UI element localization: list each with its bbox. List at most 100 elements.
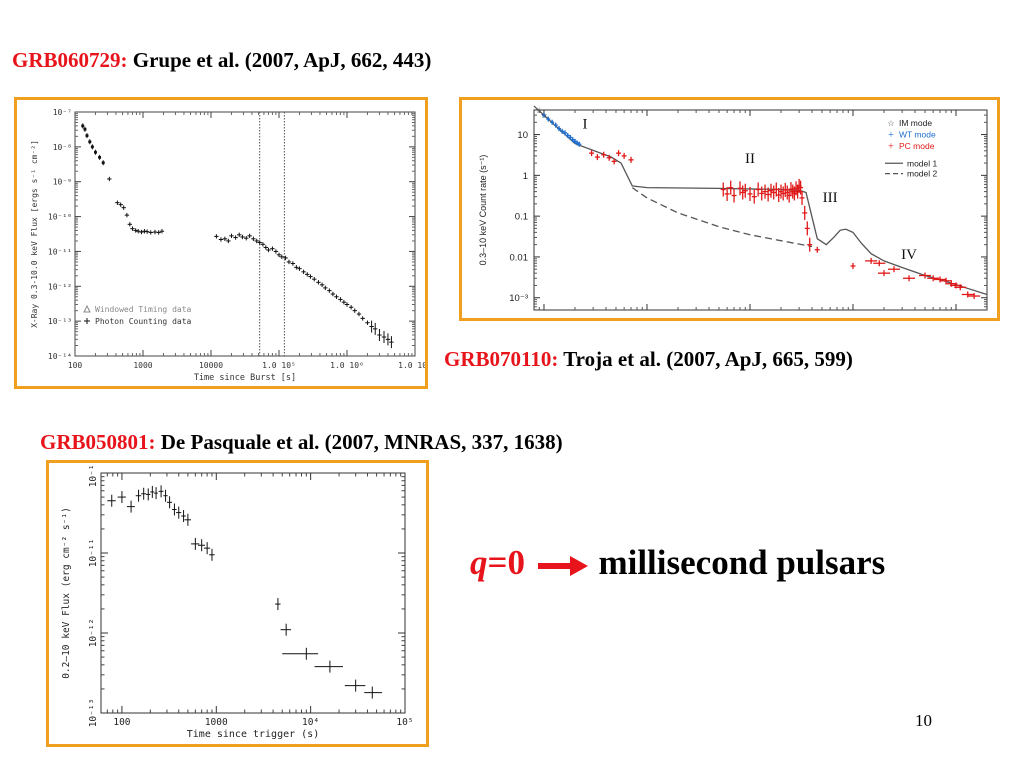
data-point (158, 485, 164, 498)
data-point-pc (799, 190, 805, 205)
legend-model-2-label: model 2 (907, 169, 938, 179)
data-point-pc (233, 235, 238, 240)
legend-model-1-label: model 1 (907, 158, 938, 168)
q-value: =0 (487, 543, 525, 582)
data-point-pc (807, 237, 813, 252)
data-point-pc (877, 270, 890, 277)
data-point-pc (334, 294, 339, 299)
data-point-pc (107, 176, 112, 182)
data-point-wt (81, 123, 85, 129)
data-point-pc (330, 291, 336, 297)
data-point (280, 623, 292, 636)
plot-border (100, 472, 406, 714)
data-point-wt (568, 134, 573, 140)
data-point (107, 494, 116, 507)
data-point-wt (550, 119, 555, 125)
data-point-pc (341, 299, 347, 305)
data-point-pc (251, 236, 256, 242)
data-point-wt (577, 141, 582, 147)
data-point-pc (294, 265, 299, 270)
data-point-pc (263, 245, 269, 250)
data-point-pc (731, 188, 737, 203)
conclusion-text: q=0 millisecond pulsars (470, 543, 885, 583)
data-marker (88, 140, 92, 144)
data-point-pc (356, 311, 362, 317)
data-point-pc (742, 183, 748, 198)
data-point-wt (575, 140, 580, 146)
data-point-im: ☆ (536, 106, 543, 115)
y-tick-label: 10⁻⁸ (53, 143, 72, 152)
x-tick-label: 1000 (205, 717, 228, 728)
data-point-pc (377, 329, 382, 342)
data-point-pc (260, 242, 266, 247)
data-point-pc (156, 230, 161, 235)
chart-frame-grb070110: 10 1 0.1 0.01 10⁻³ 0.3–10 keV Count rate (s⁻¹… (459, 97, 1000, 321)
data-point-pc (373, 322, 378, 335)
data-marker (81, 124, 85, 128)
y-tick-label: 10⁻¹¹ (88, 539, 99, 568)
data-point-pc (240, 234, 245, 240)
x-tick-label: 1.0 10⁶ (330, 361, 364, 370)
data-point (344, 679, 366, 692)
data-point-pc (771, 185, 777, 200)
x-tick-label: 10⁴ (302, 717, 319, 728)
y-tick-label: 10⁻¹³ (88, 699, 99, 728)
x-tick-label: 1000 (133, 361, 152, 370)
data-point-pc (323, 285, 328, 291)
data-point-pc (348, 305, 354, 310)
data-point (141, 487, 147, 500)
chart-frame-grb050801: 100 1000 10⁴ 10⁵ 10⁻¹⁰ 10⁻¹¹ 10⁻¹² 10⁻¹³ Time si… (46, 460, 429, 747)
data-point-wt (90, 144, 94, 150)
caption-grb070110: GRB070110: Troja et al. (2007, ApJ, 665,… (444, 347, 853, 372)
data-point (154, 487, 158, 500)
right-arrow-icon (537, 555, 588, 576)
data-point-pc (121, 205, 126, 210)
data-marker (94, 150, 97, 154)
y-tick-label: 0.01 (510, 252, 529, 263)
data-point (172, 503, 177, 516)
data-point-pc (850, 262, 856, 269)
y-tick-label: 10⁻¹² (48, 282, 72, 291)
data-point-pc (934, 276, 947, 283)
data-point-pc (283, 255, 288, 261)
data-point-pc (279, 254, 285, 260)
data-point-pc (594, 154, 600, 161)
data-point-pc (136, 229, 141, 234)
data-point (166, 496, 173, 509)
data-point-pc (804, 221, 810, 236)
x-tick-label: 10⁵ (396, 717, 413, 728)
data-point-pc (148, 230, 153, 235)
data-point (135, 489, 142, 502)
data-point (126, 500, 135, 513)
data-point-pc (276, 252, 282, 258)
y-tick-label: 10⁻¹⁴ (48, 352, 72, 361)
data-marker (90, 145, 94, 149)
data-point-pc (606, 154, 612, 161)
data-point-pc (873, 260, 886, 267)
data-point-pc (344, 302, 350, 307)
data-point-pc (244, 235, 249, 241)
legend-pc-marker: + (888, 142, 894, 153)
data-point-pc (327, 288, 332, 293)
data-point-pc (308, 274, 313, 279)
data-point-pc (903, 275, 916, 282)
legend-wt-label: Windowed Timing data (95, 305, 192, 314)
y-axis-label: 0.2–10 keV Flux (erg cm⁻² s⁻¹) (61, 507, 72, 679)
y-tick-label: 1 (523, 171, 528, 182)
data-point (146, 488, 151, 501)
data-point-pc (159, 229, 165, 234)
chart-grb060729: 100 1000 10000 1.0 10⁵ 1.0 10⁶ 1.0 10⁷ 10⁻⁷ 10⁻… (30, 108, 425, 383)
chart-frame-grb060729: 100 1000 10000 1.0 10⁵ 1.0 10⁶ 1.0 10⁷ 10⁻⁷ 10⁻… (14, 97, 428, 389)
data-point-pc (226, 238, 231, 244)
slide-number: 10 (915, 711, 932, 730)
data-point (314, 660, 343, 673)
data-point-pc (768, 183, 774, 198)
y-tick-label: 10⁻¹⁰ (88, 463, 99, 487)
model-1-line (533, 105, 988, 296)
legend-im-label: IM mode (899, 118, 932, 128)
data-point-pc (270, 246, 275, 251)
x-tick-label: 100 (113, 717, 130, 728)
data-point-wt (546, 116, 551, 122)
plot-border (533, 109, 988, 311)
data-point-pc (381, 331, 387, 344)
